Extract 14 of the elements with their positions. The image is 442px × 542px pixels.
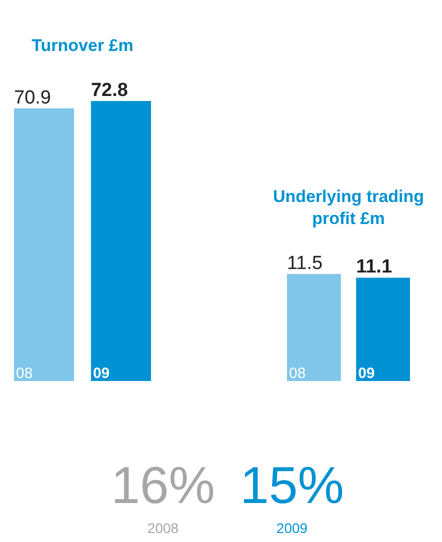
- text: 16%: [110, 457, 216, 515]
- data-label: 11.5: [287, 253, 323, 274]
- x-tick-label: 09: [92, 365, 110, 382]
- text: 2008: [147, 520, 179, 536]
- chart-title: Turnover £m: [32, 36, 134, 55]
- data-label: 72.8: [90, 80, 128, 101]
- x-tick-label: 09: [358, 365, 375, 382]
- text: 2009: [276, 520, 308, 536]
- chart-title: Underlying trading profit £m: [272, 187, 424, 228]
- data-label: 11.1: [356, 256, 392, 278]
- data-label: 70.9: [14, 87, 51, 108]
- x-tick-label: 08: [16, 365, 33, 382]
- text: 15%: [240, 457, 344, 515]
- x-tick-label: 08: [289, 365, 306, 382]
